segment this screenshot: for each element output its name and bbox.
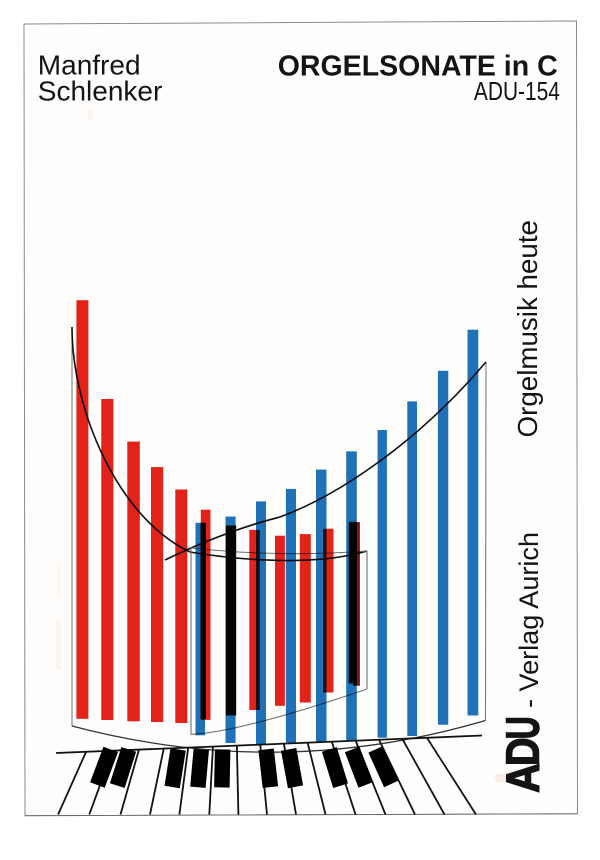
- svg-text:U: U: [496, 716, 548, 739]
- svg-text:Schlenker: Schlenker: [38, 76, 163, 107]
- svg-text:- Verlag Aurich: - Verlag Aurich: [514, 532, 544, 708]
- svg-text:D: D: [496, 738, 548, 767]
- svg-text:Manfred: Manfred: [38, 49, 141, 80]
- svg-text:A: A: [496, 763, 548, 793]
- svg-text:ORGELSONATE in C: ORGELSONATE in C: [278, 51, 558, 83]
- svg-text:Orgelmusik heute: Orgelmusik heute: [512, 220, 543, 438]
- svg-text:ADU-154: ADU-154: [474, 76, 560, 106]
